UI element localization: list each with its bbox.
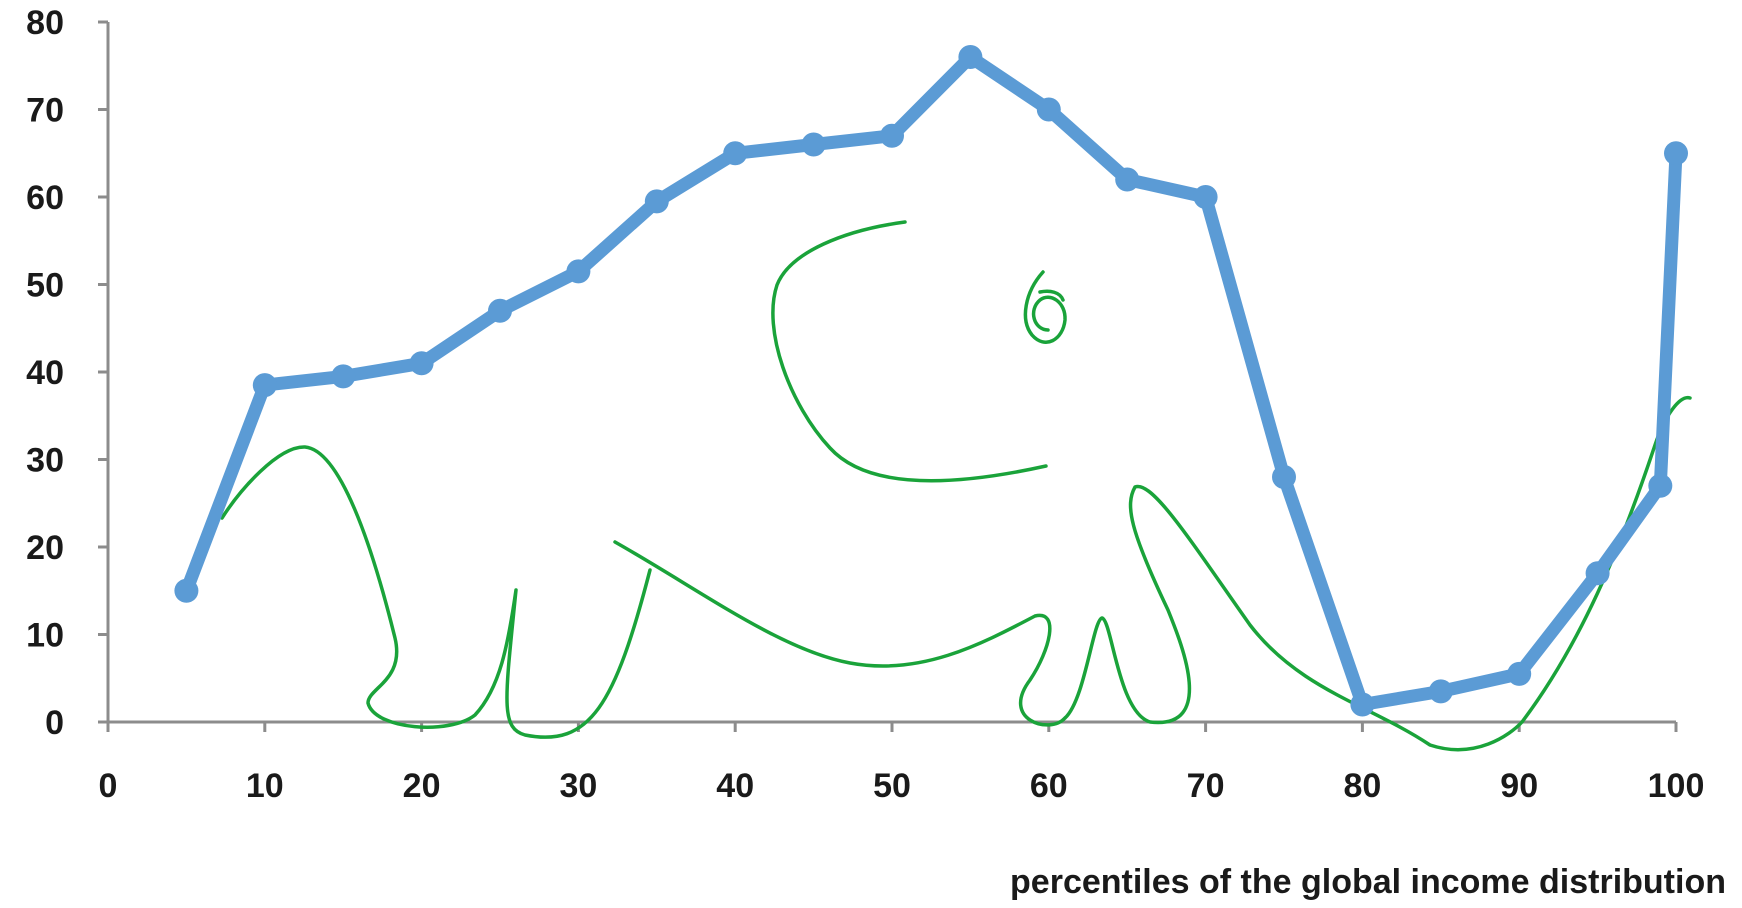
data-point [644,189,669,214]
x-tick-label: 10 [246,767,284,805]
y-tick-label: 70 [26,92,64,130]
x-tick-label: 70 [1187,767,1225,805]
x-tick-label: 100 [1648,767,1705,805]
elephant-hind-leg [1063,396,1692,752]
x-ticks: 0 10 20 30 40 50 60 70 80 90 100 [99,722,1705,805]
data-point [1193,185,1218,209]
elephant-eye [1023,270,1067,344]
y-tick-label: 30 [26,442,64,480]
x-tick-label: 90 [1500,767,1538,805]
data-point [488,298,512,323]
series-line [179,50,1683,711]
data-point [1648,473,1673,498]
x-tick-label: 30 [559,767,597,805]
y-tick-label: 0 [45,704,64,742]
x-tick-label: 20 [403,767,441,805]
x-tick-label: 50 [873,767,911,805]
elephant-belly [613,540,1067,727]
y-tick-label: 10 [26,617,64,655]
x-axis-title: percentiles of the global income distrib… [1010,863,1726,901]
x-tick-label: 0 [99,767,118,805]
y-tick-label: 40 [26,354,64,392]
y-ticks: 0 10 20 30 40 50 60 70 80 [26,4,108,742]
data-point [1350,692,1375,717]
data-point [1272,465,1296,489]
data-point [1115,167,1140,192]
data-point [880,123,904,148]
elephant-ear [771,220,1048,483]
elephant-sketch [220,220,1692,752]
data-point [1585,561,1610,586]
data-point [331,364,356,389]
y-tick-label: 20 [26,529,64,567]
y-tick-label: 80 [26,4,64,42]
y-tick-label: 50 [26,267,64,305]
data-point [409,351,434,376]
series [174,45,1688,717]
data-point [801,132,826,157]
data-point [1507,661,1532,686]
data-point [566,259,591,284]
y-tick-label: 60 [26,179,64,217]
data-point [1664,141,1688,166]
data-point [252,373,277,398]
data-point [1036,97,1061,122]
x-tick-label: 60 [1030,767,1068,805]
x-tick-label: 80 [1343,767,1381,805]
x-tick-label: 40 [716,767,754,805]
data-point [174,578,199,603]
elephant-trunk-and-front-leg [220,445,652,739]
data-point [723,141,748,166]
data-point [958,45,983,69]
data-point [1428,679,1453,704]
